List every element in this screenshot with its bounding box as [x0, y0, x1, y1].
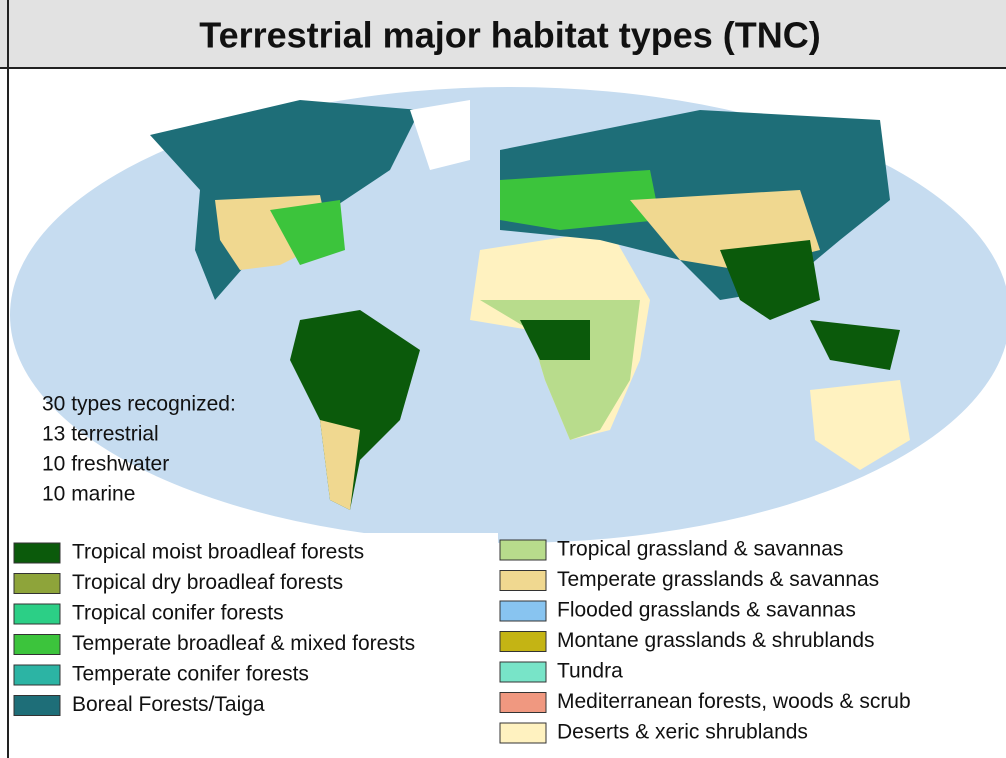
legend-swatch [14, 604, 60, 624]
slide: Terrestrial major habitat types (TNC) 30… [0, 0, 1006, 758]
legend: Tropical moist broadleaf forests Tropical… [10, 533, 911, 744]
legend-label: Mediterranean forests, woods & scrub [557, 690, 911, 713]
slide-title: Terrestrial major habitat types (TNC) [199, 15, 820, 56]
legend-label: Boreal Forests/Taiga [72, 693, 265, 716]
legend-label: Flooded grasslands & savannas [557, 599, 856, 622]
legend-label: Tropical dry broadleaf forests [72, 571, 343, 594]
legend-label: Montane grasslands & shrublands [557, 629, 875, 652]
legend-label: Temperate conifer forests [72, 663, 309, 686]
legend-swatch [14, 635, 60, 655]
note-line: 10 freshwater [42, 453, 169, 476]
legend-swatch [14, 665, 60, 685]
legend-swatch [500, 693, 546, 713]
legend-label: Tropical grassland & savannas [557, 538, 843, 561]
legend-swatch [14, 574, 60, 594]
legend-swatch [500, 662, 546, 682]
legend-swatch [500, 632, 546, 652]
legend-swatch [500, 540, 546, 560]
legend-label: Tropical conifer forests [72, 602, 284, 625]
legend-swatch [14, 696, 60, 716]
legend-label: Tropical moist broadleaf forests [72, 541, 364, 564]
note-line: 13 terrestrial [42, 423, 159, 446]
legend-label: Temperate broadleaf & mixed forests [72, 632, 415, 655]
legend-label: Temperate grasslands & savannas [557, 568, 879, 591]
legend-label: Tundra [557, 660, 623, 683]
note-line: 10 marine [42, 483, 135, 506]
legend-swatch [500, 571, 546, 591]
legend-swatch [500, 723, 546, 743]
legend-swatch [14, 543, 60, 563]
legend-swatch [500, 601, 546, 621]
legend-label: Deserts & xeric shrublands [557, 721, 808, 744]
note-line: 30 types recognized: [42, 393, 236, 416]
